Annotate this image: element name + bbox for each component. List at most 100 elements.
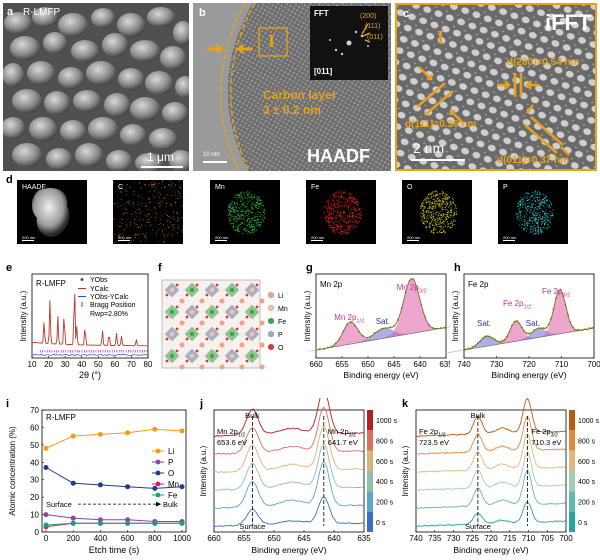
eds-signal-dot [453, 221, 454, 223]
o-atom [215, 349, 219, 353]
eds-signal-dot [126, 226, 128, 228]
eds-signal-dot [253, 227, 255, 229]
eds-signal-dot [244, 229, 246, 231]
eds-signal-dot [544, 214, 546, 216]
bulk-label: Bulk [471, 411, 486, 420]
y-tick-label: 40 [30, 458, 39, 467]
eds-signal-dot [330, 224, 332, 226]
eds-signal-dot [442, 209, 444, 210]
eds-signal-dot [134, 224, 136, 226]
eds-signal-dot [240, 211, 242, 212]
eds-signal-dot [525, 193, 527, 194]
eds-signal-dot [522, 204, 524, 206]
eds-signal-dot [444, 195, 446, 197]
eds-signal-dot [347, 232, 349, 234]
eds-signal-dot [537, 227, 539, 229]
eds-signal-dot [350, 198, 352, 199]
eds-signal-dot [333, 193, 335, 195]
eds-signal-dot [446, 226, 448, 228]
eds-signal-dot [340, 226, 342, 228]
eds-signal-dot [442, 201, 443, 203]
eds-signal-dot [257, 196, 259, 198]
eds-signal-dot [233, 225, 235, 227]
eds-signal-dot [133, 193, 135, 195]
eds-signal-dot [351, 214, 353, 216]
eds-signal-dot [259, 199, 261, 201]
eds-signal-dot [519, 208, 521, 210]
eds-signal-dot [356, 222, 358, 224]
eds-map-signal [31, 187, 70, 237]
x-tick-label: 655 [237, 534, 251, 543]
eds-signal-dot [230, 204, 232, 206]
x-axis-title: Binding energy (eV) [453, 545, 528, 555]
eds-signal-dot [430, 218, 432, 220]
o-atom [165, 337, 169, 341]
tem-mode-label: HAADF [307, 146, 370, 166]
eds-signal-dot [541, 199, 543, 201]
eds-signal-dot [444, 216, 446, 218]
eds-signal-dot [522, 224, 524, 226]
legend-entry: Bragg Position [90, 302, 136, 309]
eds-signal-dot [328, 208, 330, 210]
eds-signal-dot [535, 194, 537, 196]
eds-scalebar-text: 200 nm [503, 235, 517, 240]
o-atom [205, 337, 209, 341]
eds-signal-dot [233, 207, 235, 209]
eds-signal-dot [132, 202, 134, 204]
eds-signal-dot [535, 219, 537, 221]
eds-signal-dot [176, 211, 178, 213]
eds-signal-dot [535, 212, 537, 214]
eds-signal-dot [161, 181, 163, 183]
eds-signal-dot [540, 221, 542, 223]
eds-signal-dot [521, 200, 523, 202]
eds-signal-dot [345, 199, 347, 201]
eds-signal-dot [132, 239, 134, 241]
eds-signal-dot [352, 201, 354, 202]
eds-signal-dot [537, 222, 539, 224]
eds-signal-dot [343, 210, 345, 212]
eds-signal-dot [234, 194, 236, 196]
eds-signal-dot [167, 226, 169, 228]
eds-signal-dot [538, 229, 539, 230]
eds-signal-dot [545, 220, 547, 222]
eds-signal-dot [254, 204, 256, 206]
eds-signal-dot [149, 198, 151, 200]
eds-signal-dot [439, 203, 441, 205]
eds-signal-dot [440, 232, 442, 233]
o-atom [255, 305, 259, 309]
eds-signal-dot [428, 212, 430, 214]
eds-signal-dot [342, 219, 344, 221]
eds-signal-dot [231, 207, 233, 209]
eds-signal-dot [435, 219, 437, 221]
eds-signal-dot [247, 198, 249, 200]
eds-signal-dot [422, 221, 424, 223]
eds-signal-dot [240, 195, 242, 197]
eds-signal-dot [430, 194, 432, 196]
eds-signal-dot [248, 222, 250, 224]
eds-signal-dot [256, 229, 257, 231]
eds-signal-dot [349, 197, 351, 199]
eds-signal-dot [338, 195, 340, 197]
fft-spot-011: (011) [367, 34, 383, 41]
eds-signal-dot [530, 228, 532, 230]
eds-signal-dot [542, 231, 544, 233]
eds-signal-dot [537, 192, 539, 194]
eds-signal-dot [549, 205, 550, 207]
eds-signal-dot [351, 208, 353, 210]
eds-signal-dot [232, 225, 234, 227]
ifft-d200: d(200)=0.54 nm [507, 57, 580, 68]
eds-signal-dot [254, 228, 256, 230]
eds-signal-dot [253, 229, 255, 231]
eds-signal-dot [428, 227, 430, 229]
eds-signal-dot [262, 209, 264, 211]
series-point-o [179, 484, 185, 490]
eds-signal-dot [423, 211, 425, 213]
eds-signal-dot [450, 203, 452, 205]
eds-signal-dot [429, 226, 430, 227]
eds-signal-dot [336, 229, 338, 231]
eds-signal-dot [249, 219, 251, 221]
eds-signal-dot [178, 181, 180, 183]
eds-signal-dot [529, 202, 531, 204]
xps-axes-box [315, 273, 447, 359]
eds-map-title: HAADF [22, 184, 46, 191]
